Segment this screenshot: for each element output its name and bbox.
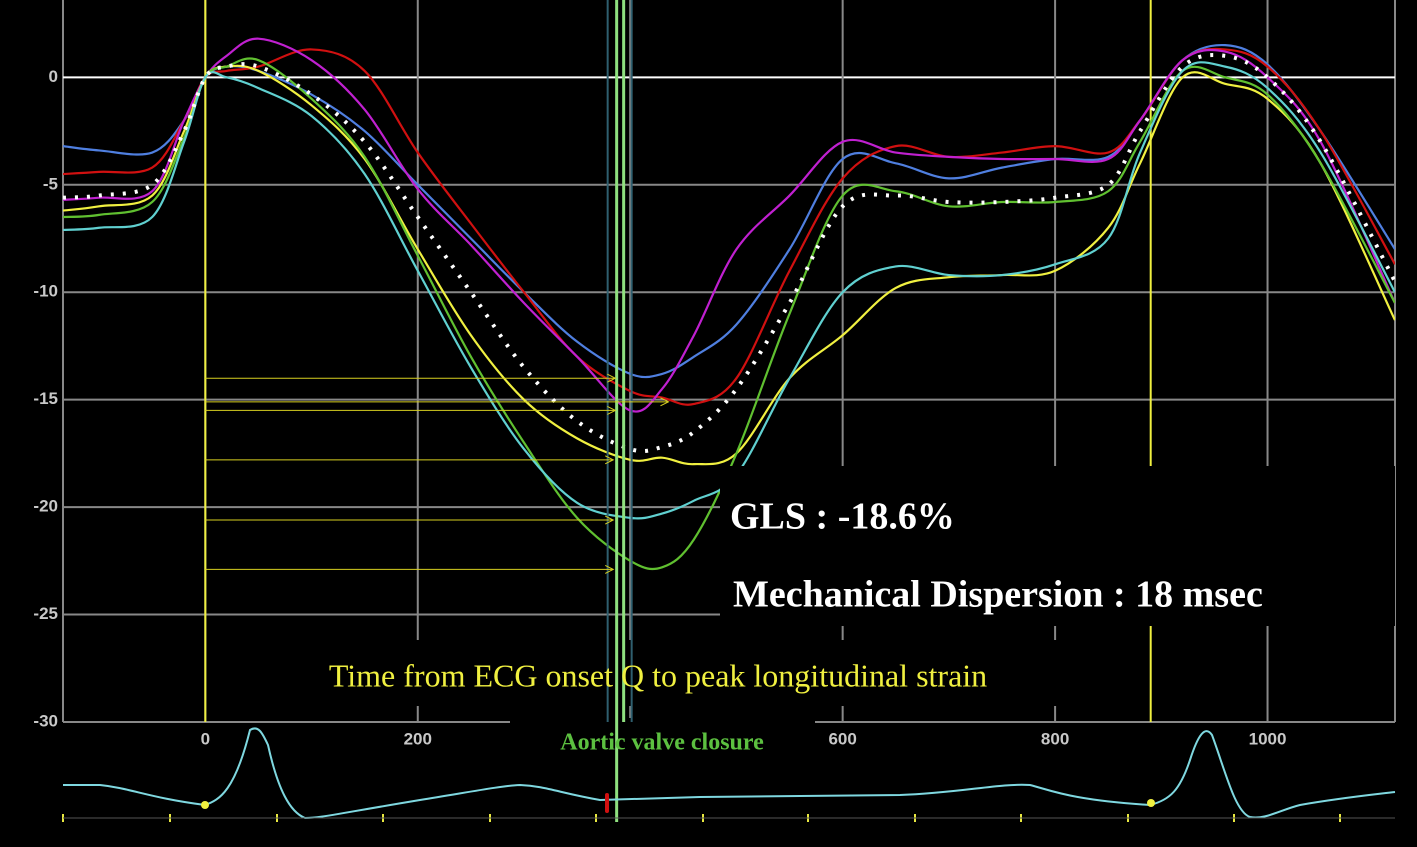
y-tick-label: -30 <box>33 711 58 730</box>
arrow-head <box>604 455 615 465</box>
y-tick-label: 0 <box>49 67 58 86</box>
y-tick-label: -20 <box>33 497 58 516</box>
text-backdrop <box>510 718 815 766</box>
ecg-marker <box>1147 799 1155 807</box>
gls-text: GLS : -18.6% <box>730 496 955 538</box>
x-tick-label: 0 <box>201 729 210 748</box>
x-tick-label: 800 <box>1041 729 1069 748</box>
arrow-head <box>604 515 615 525</box>
ecg-marker <box>605 793 609 813</box>
arrow-head <box>607 405 617 415</box>
ecg-marker <box>201 801 209 809</box>
curves <box>63 37 1395 571</box>
x-tick-label: 600 <box>828 729 856 748</box>
y-tick-label: -15 <box>33 389 58 408</box>
segment-curve <box>63 37 1395 413</box>
y-tick-label: -10 <box>33 282 58 301</box>
dispersion-text: Mechanical Dispersion : 18 msec <box>733 574 1263 616</box>
y-tick-label: -25 <box>33 604 58 623</box>
arrow-head <box>607 373 617 383</box>
time-note: Time from ECG onset Q to peak longitudin… <box>329 657 987 693</box>
y-tick-label: -5 <box>43 174 58 193</box>
arrow-head <box>604 564 615 574</box>
overlay: Aortic valve closure <box>205 0 764 822</box>
x-tick-label: 200 <box>404 729 432 748</box>
text-backdrop <box>240 640 1080 706</box>
x-tick-label: 1000 <box>1249 729 1287 748</box>
segment-curve <box>63 61 1395 520</box>
ecg-trace <box>63 727 1396 820</box>
text-backdrop <box>720 466 1395 626</box>
arrow-head <box>660 397 670 407</box>
avc-label: Aortic valve closure <box>560 730 764 756</box>
